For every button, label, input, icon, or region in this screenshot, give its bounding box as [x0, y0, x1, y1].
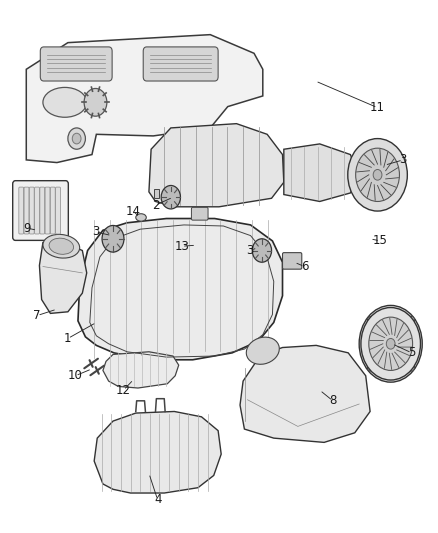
- Text: 8: 8: [329, 394, 336, 407]
- FancyBboxPatch shape: [45, 187, 50, 234]
- FancyBboxPatch shape: [13, 181, 68, 240]
- FancyBboxPatch shape: [19, 187, 24, 234]
- Text: 2: 2: [152, 199, 159, 212]
- Ellipse shape: [386, 338, 395, 349]
- Ellipse shape: [359, 305, 422, 382]
- Ellipse shape: [136, 214, 146, 221]
- Text: 9: 9: [23, 222, 31, 235]
- Text: 5: 5: [408, 346, 415, 359]
- Polygon shape: [240, 345, 370, 442]
- FancyBboxPatch shape: [40, 47, 112, 81]
- Polygon shape: [103, 352, 179, 388]
- Polygon shape: [26, 35, 263, 163]
- Text: 6: 6: [300, 260, 308, 273]
- Ellipse shape: [348, 139, 407, 211]
- Text: 11: 11: [370, 101, 385, 114]
- Ellipse shape: [252, 239, 272, 262]
- FancyBboxPatch shape: [29, 187, 34, 234]
- Text: 4: 4: [154, 494, 162, 506]
- FancyBboxPatch shape: [143, 47, 218, 81]
- Ellipse shape: [373, 169, 382, 180]
- Ellipse shape: [369, 317, 413, 370]
- Text: 1: 1: [64, 332, 72, 345]
- Bar: [154, 189, 159, 198]
- FancyBboxPatch shape: [191, 207, 208, 220]
- Text: 7: 7: [33, 309, 41, 322]
- Ellipse shape: [102, 225, 124, 252]
- Text: 13: 13: [174, 240, 189, 253]
- Polygon shape: [284, 144, 359, 201]
- FancyBboxPatch shape: [40, 187, 45, 234]
- Text: 3: 3: [399, 154, 406, 166]
- Ellipse shape: [49, 238, 74, 254]
- Ellipse shape: [68, 128, 85, 149]
- Polygon shape: [94, 411, 221, 493]
- Polygon shape: [39, 241, 87, 313]
- FancyBboxPatch shape: [56, 187, 60, 234]
- Ellipse shape: [84, 88, 107, 116]
- FancyBboxPatch shape: [35, 187, 39, 234]
- Text: 3: 3: [246, 244, 253, 257]
- FancyBboxPatch shape: [367, 317, 414, 371]
- FancyBboxPatch shape: [24, 187, 29, 234]
- Polygon shape: [78, 219, 283, 360]
- Ellipse shape: [43, 235, 80, 258]
- Polygon shape: [149, 124, 284, 207]
- Ellipse shape: [356, 148, 399, 201]
- Ellipse shape: [161, 185, 180, 209]
- Ellipse shape: [72, 133, 81, 144]
- Text: 15: 15: [373, 235, 388, 247]
- FancyBboxPatch shape: [283, 253, 302, 269]
- Text: 3: 3: [92, 225, 99, 238]
- Text: 10: 10: [68, 369, 83, 382]
- Text: 14: 14: [126, 205, 141, 217]
- Text: 12: 12: [116, 384, 131, 397]
- Ellipse shape: [246, 337, 279, 364]
- FancyBboxPatch shape: [50, 187, 55, 234]
- Ellipse shape: [43, 87, 87, 117]
- Ellipse shape: [361, 308, 420, 380]
